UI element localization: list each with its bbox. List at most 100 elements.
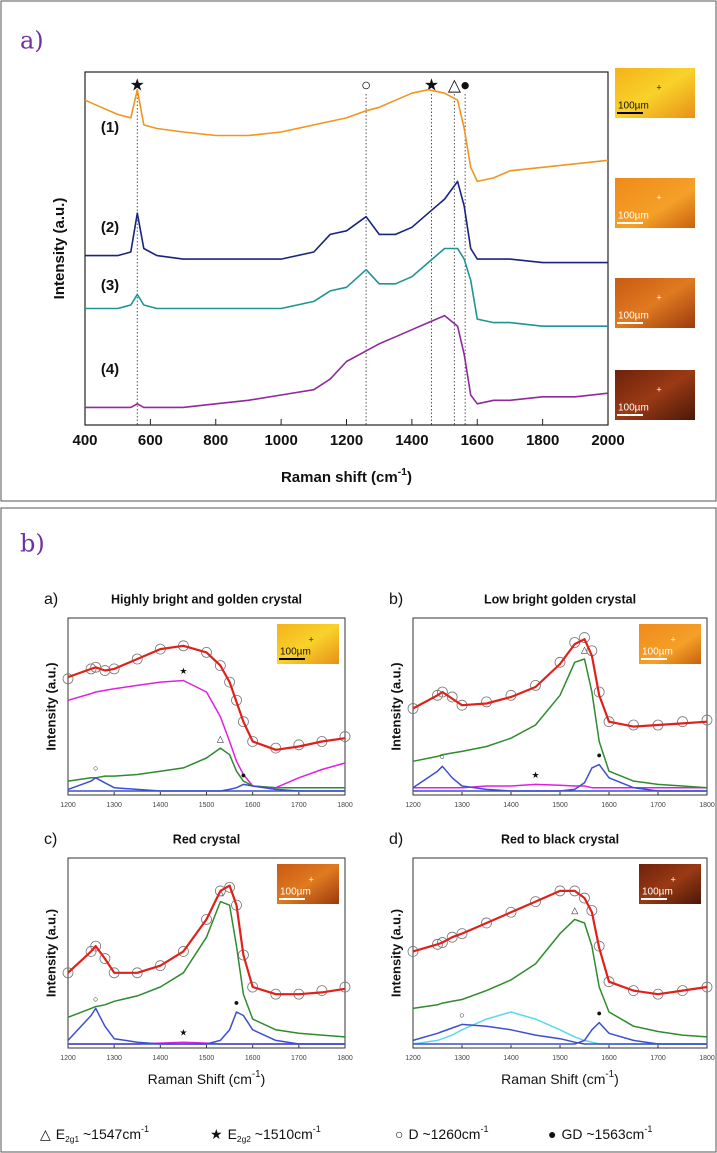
x-tick-label: 2000 <box>591 432 624 449</box>
inset-image <box>277 864 339 904</box>
legend-entry: ● GD ~1563cm-1 <box>548 1124 652 1141</box>
x-axis-label-part: ) <box>407 469 412 486</box>
inset-image <box>615 68 695 118</box>
series-line <box>412 1023 707 1045</box>
data-point <box>178 946 189 957</box>
series-line <box>84 88 609 183</box>
y-axis-label: Intensity (a.u.) <box>388 909 403 997</box>
series-line <box>412 918 708 1038</box>
inset-scale-label: 100µm <box>618 101 649 112</box>
panel-frame <box>0 507 717 1153</box>
x-tick-label: 1700 <box>650 1055 666 1062</box>
y-axis-label: Intensity (a.u.) <box>43 662 58 750</box>
data-point <box>481 917 492 929</box>
peak-symbol: ● <box>596 750 601 760</box>
legend-sup: -1 <box>644 1124 652 1134</box>
series-line <box>68 783 345 792</box>
subplot-letter: b) <box>389 591 403 608</box>
peak-symbol: ● <box>596 1008 601 1018</box>
data-point <box>446 691 458 703</box>
legend-value: ~1547cm <box>79 1126 141 1142</box>
data-point <box>407 703 419 714</box>
inset-cross: + <box>670 634 675 644</box>
data-point <box>201 914 212 925</box>
x-tick-label: 1500 <box>199 802 215 809</box>
x-axis-label-sup: -1 <box>605 1069 614 1080</box>
x-tick-label: 1200 <box>405 802 421 809</box>
x-axis-label-part: ) <box>261 1071 266 1087</box>
subplot-title: Highly bright and golden crystal <box>111 592 302 606</box>
series-line <box>412 658 708 789</box>
subplot-letter: d) <box>389 831 403 848</box>
peak-symbol: ★ <box>130 75 145 94</box>
data-point <box>446 931 458 943</box>
peak-symbol: ○ <box>440 752 445 762</box>
x-axis-label-part: Raman Shift (cm <box>501 1071 605 1087</box>
series-line <box>413 1021 707 1045</box>
y-axis-label: Intensity (a.u.) <box>51 198 68 300</box>
data-point <box>62 673 74 685</box>
data-point <box>701 714 713 726</box>
peak-symbol: ○ <box>93 763 98 773</box>
x-tick-label: 1200 <box>405 1055 421 1062</box>
series-line <box>412 638 708 728</box>
data-point <box>407 946 419 957</box>
data-point <box>90 940 102 952</box>
x-tick-label: 1800 <box>699 802 715 809</box>
legend-sup: -1 <box>313 1124 321 1134</box>
x-tick-label: 1300 <box>106 802 122 809</box>
legend-entry: △ E2g1 ~1547cm-1 <box>40 1124 149 1144</box>
x-tick-label: 400 <box>72 432 97 449</box>
subplot-title: Red to black crystal <box>501 832 619 846</box>
y-axis-label: Intensity (a.u.) <box>388 662 403 750</box>
inset-cross: + <box>656 82 661 92</box>
series-label: (2) <box>101 219 119 236</box>
data-point <box>224 676 235 688</box>
peak-symbol: △ <box>581 644 588 654</box>
legend-entry: ○ D ~1260cm-1 <box>395 1124 489 1141</box>
x-tick-label: 1200 <box>330 432 363 449</box>
data-point <box>339 981 351 993</box>
x-axis-label: Raman Shift (cm-1) <box>501 1069 619 1087</box>
data-point <box>603 976 615 988</box>
data-point <box>579 892 590 904</box>
series-line <box>85 314 609 409</box>
legend-sub: 2g1 <box>65 1134 79 1144</box>
series-line <box>67 679 346 789</box>
legend-symbol: △ <box>40 1126 51 1142</box>
x-axis-label: Raman shift (cm-1) <box>281 466 412 486</box>
x-axis-label-part: Raman Shift (cm <box>148 1071 252 1087</box>
x-tick-label: 1400 <box>153 1055 169 1062</box>
x-tick-label: 1600 <box>461 432 494 449</box>
peak-symbol: ● <box>241 770 246 780</box>
inset-cross: + <box>656 192 661 202</box>
data-point <box>579 632 590 643</box>
series-line <box>67 747 345 789</box>
x-axis-label: Raman Shift (cm-1) <box>148 1069 266 1087</box>
x-tick-label: 1200 <box>60 1055 76 1062</box>
x-tick-label: 1400 <box>153 802 169 809</box>
data-point <box>436 937 448 948</box>
peak-symbol: ★ <box>531 770 539 780</box>
inset-image <box>639 864 701 904</box>
inset-cross: + <box>670 874 675 884</box>
x-tick-label: 1500 <box>199 1055 215 1062</box>
peak-symbol: △ <box>571 905 578 915</box>
data-point <box>62 967 74 979</box>
subplot-title: Red crystal <box>173 832 240 846</box>
x-tick-label: 1800 <box>699 1055 715 1062</box>
x-tick-label: 1500 <box>552 802 568 809</box>
peak-symbol: △ <box>448 75 462 94</box>
series-line <box>67 644 346 751</box>
legend-entry: ★ E2g2 ~1510cm-1 <box>210 1124 321 1144</box>
peak-symbol: △ <box>217 733 224 743</box>
panel-label: a) <box>20 27 44 55</box>
series-label: (3) <box>101 277 119 294</box>
peak-symbol: ○ <box>361 75 371 94</box>
y-axis-label: Intensity (a.u.) <box>43 909 58 997</box>
data-point <box>99 953 111 964</box>
inset-cross: + <box>656 384 661 394</box>
panel-label: b) <box>20 530 45 558</box>
legend-symbol: ★ <box>210 1126 223 1142</box>
data-point <box>131 653 143 665</box>
